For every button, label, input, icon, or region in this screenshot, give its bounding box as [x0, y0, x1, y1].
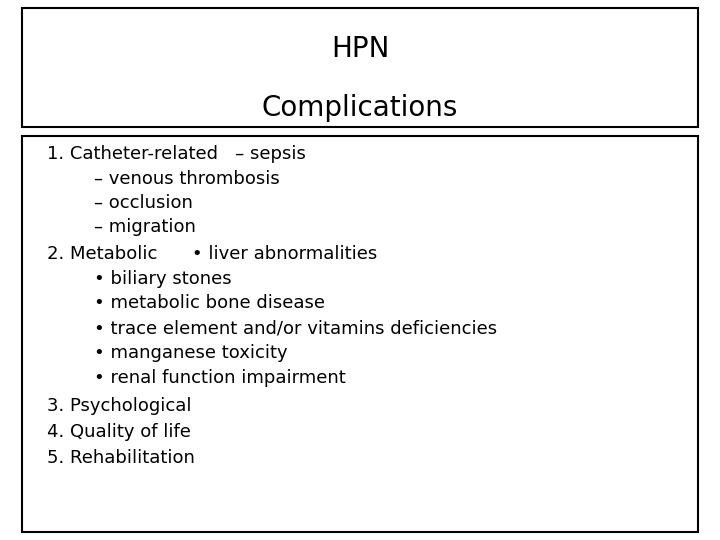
- Text: • renal function impairment: • renal function impairment: [94, 369, 346, 387]
- Text: 2. Metabolic      • liver abnormalities: 2. Metabolic • liver abnormalities: [47, 245, 377, 263]
- Text: – migration: – migration: [94, 218, 195, 236]
- Text: • manganese toxicity: • manganese toxicity: [94, 344, 287, 362]
- Text: • metabolic bone disease: • metabolic bone disease: [94, 294, 325, 313]
- Text: Complications: Complications: [262, 94, 458, 122]
- Text: 5. Rehabilitation: 5. Rehabilitation: [47, 449, 194, 467]
- Text: • trace element and/or vitamins deficiencies: • trace element and/or vitamins deficien…: [94, 319, 497, 338]
- Text: – venous thrombosis: – venous thrombosis: [94, 170, 279, 188]
- Text: • biliary stones: • biliary stones: [94, 269, 231, 288]
- Text: HPN: HPN: [330, 35, 390, 63]
- Text: 4. Quality of life: 4. Quality of life: [47, 423, 191, 441]
- Text: – occlusion: – occlusion: [94, 194, 192, 212]
- Text: 3. Psychological: 3. Psychological: [47, 397, 192, 415]
- Bar: [22, 8, 698, 127]
- Bar: [22, 136, 698, 532]
- Text: 1. Catheter-related   – sepsis: 1. Catheter-related – sepsis: [47, 145, 306, 163]
